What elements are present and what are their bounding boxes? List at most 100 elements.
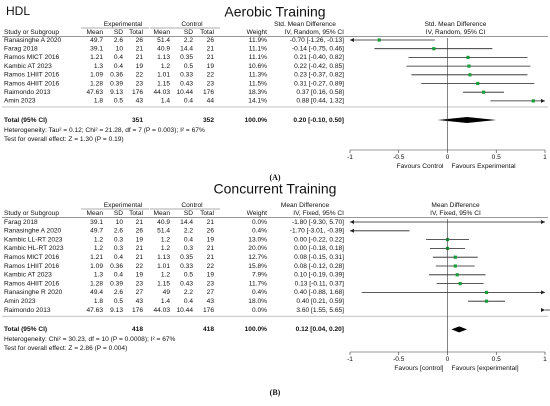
table-cell: 39.1 xyxy=(90,45,103,52)
table-cell: 0.36 xyxy=(110,263,123,270)
column-header: Mean xyxy=(87,210,104,217)
table-cell: 27 xyxy=(207,289,215,296)
panel-title: Aerobic Training xyxy=(224,4,325,20)
table-cell: 9.13 xyxy=(110,89,123,96)
weight: 12.7% xyxy=(248,254,267,261)
study-name: Ramos 4HIIT 2016 xyxy=(4,80,60,87)
table-cell: 19 xyxy=(207,272,215,279)
point-estimate xyxy=(377,38,381,42)
weight: 11.1% xyxy=(249,45,267,52)
table-cell: 2.6 xyxy=(114,228,123,235)
ci-label: 0.08 [-0.12, 0.28] xyxy=(294,263,344,270)
column-header: Mean xyxy=(87,29,104,36)
table-cell: 1.2 xyxy=(94,236,103,243)
study-name: Farag 2018 xyxy=(4,219,38,226)
table-cell: 1.3 xyxy=(94,63,103,70)
table-cell: 1.4 xyxy=(161,298,170,305)
point-estimate xyxy=(531,99,535,103)
table-cell: 40.9 xyxy=(157,219,170,226)
table-cell: 0.5 xyxy=(184,63,193,70)
table-cell: 21 xyxy=(207,254,215,261)
table-cell: 1.3 xyxy=(94,272,103,279)
panel-tag: (A) xyxy=(269,173,280,182)
table-cell: 14.4 xyxy=(180,45,193,52)
table-cell: 47.63 xyxy=(86,307,103,314)
weight: 11.1% xyxy=(249,54,267,61)
column-header: SD xyxy=(114,29,123,36)
effect-header: Mean Difference xyxy=(281,202,330,209)
ci-label: 0.22 [-0.42, 0.85] xyxy=(294,63,344,70)
total-n: 352 xyxy=(203,117,214,124)
table-cell: 51.4 xyxy=(157,37,170,44)
total-ci: 0.20 [-0.10, 0.50] xyxy=(293,117,344,124)
column-header: Total xyxy=(200,210,214,217)
weight: 7.9% xyxy=(252,272,267,279)
table-cell: 10 xyxy=(116,45,124,52)
table-cell: 1.09 xyxy=(90,72,103,79)
point-estimate xyxy=(481,90,486,94)
study-name: Amin 2023 xyxy=(4,98,36,105)
table-cell: 1.13 xyxy=(157,54,170,61)
favours-right: Favours Experimental xyxy=(452,163,517,170)
table-cell: 49.4 xyxy=(90,289,103,296)
table-cell: 1.21 xyxy=(90,54,103,61)
weight: 13.0% xyxy=(248,236,267,243)
overall-test: Test for overall effect: Z = 2.86 (P = 0… xyxy=(4,345,127,352)
total-weight: 100.0% xyxy=(245,326,268,333)
study-name: Raimondo 2013 xyxy=(4,307,51,314)
table-cell: 19 xyxy=(207,63,215,70)
ci-label: 0.21 [-0.40, 0.82] xyxy=(294,54,344,61)
table-cell: 10 xyxy=(116,219,124,226)
ci-arrow xyxy=(541,220,545,224)
table-cell: 0.43 xyxy=(180,80,193,87)
point-estimate xyxy=(453,255,457,259)
heterogeneity: Heterogeneity: Tau² = 0.12; Chi² = 21.28… xyxy=(4,127,205,134)
table-cell: 0.43 xyxy=(180,280,193,287)
point-estimate xyxy=(476,81,480,86)
ci-label: 0.37 [0.16, 0.58] xyxy=(296,89,344,96)
table-cell: 0.4 xyxy=(114,254,123,261)
table-cell: 1.8 xyxy=(94,98,103,105)
column-header: SD xyxy=(114,210,123,217)
table-cell: 0.4 xyxy=(184,98,193,105)
table-cell: 0.4 xyxy=(114,63,123,70)
table-cell: 2.2 xyxy=(184,228,193,235)
point-estimate xyxy=(466,55,470,59)
ci-label: 0.10 [-0.19, 0.39] xyxy=(294,272,344,279)
table-cell: 43 xyxy=(136,298,144,305)
effect-header: Std. Mean Difference xyxy=(274,21,336,28)
table-cell: 21 xyxy=(136,245,144,252)
table-cell: 0.4 xyxy=(184,236,193,243)
study-name: Amin 2023 xyxy=(4,298,36,305)
study-header: Study or Subgroup xyxy=(4,210,59,217)
table-cell: 19 xyxy=(136,272,144,279)
table-cell: 49 xyxy=(163,289,171,296)
ci-label: -0.14 [-0.75, 0.46] xyxy=(292,45,344,52)
weight-header: Weight xyxy=(247,210,268,217)
point-estimate xyxy=(455,273,459,277)
method-header: IV, Fixed, 95% CI xyxy=(430,210,481,217)
point-estimate xyxy=(468,73,472,77)
x-tick-label: 0.5 xyxy=(492,154,501,161)
table-cell: 2.6 xyxy=(114,37,123,44)
table-cell: 0.35 xyxy=(180,54,193,61)
weight: 11.7% xyxy=(249,280,267,287)
group-header: Control xyxy=(181,21,203,28)
weight: 14.1% xyxy=(248,98,267,105)
table-cell: 49.7 xyxy=(90,228,103,235)
point-estimate xyxy=(484,290,489,294)
panel-tag: (B) xyxy=(270,388,281,397)
weight: 18.3% xyxy=(248,89,267,96)
total-ci: 0.12 [0.04, 0.20] xyxy=(296,326,344,333)
table-cell: 0.3 xyxy=(114,245,123,252)
study-name: Ranasinghe R 2020 xyxy=(4,289,63,296)
table-cell: 21 xyxy=(136,45,144,52)
method-header: IV, Random, 95% CI xyxy=(426,29,486,36)
ci-arrow xyxy=(350,220,354,224)
ci-label: 0.13 [-0.11, 0.37] xyxy=(295,280,345,287)
table-cell: 0.3 xyxy=(184,245,193,252)
table-cell: 22 xyxy=(136,263,144,270)
x-tick-label: 1 xyxy=(543,356,547,363)
total-n: 351 xyxy=(132,117,143,124)
